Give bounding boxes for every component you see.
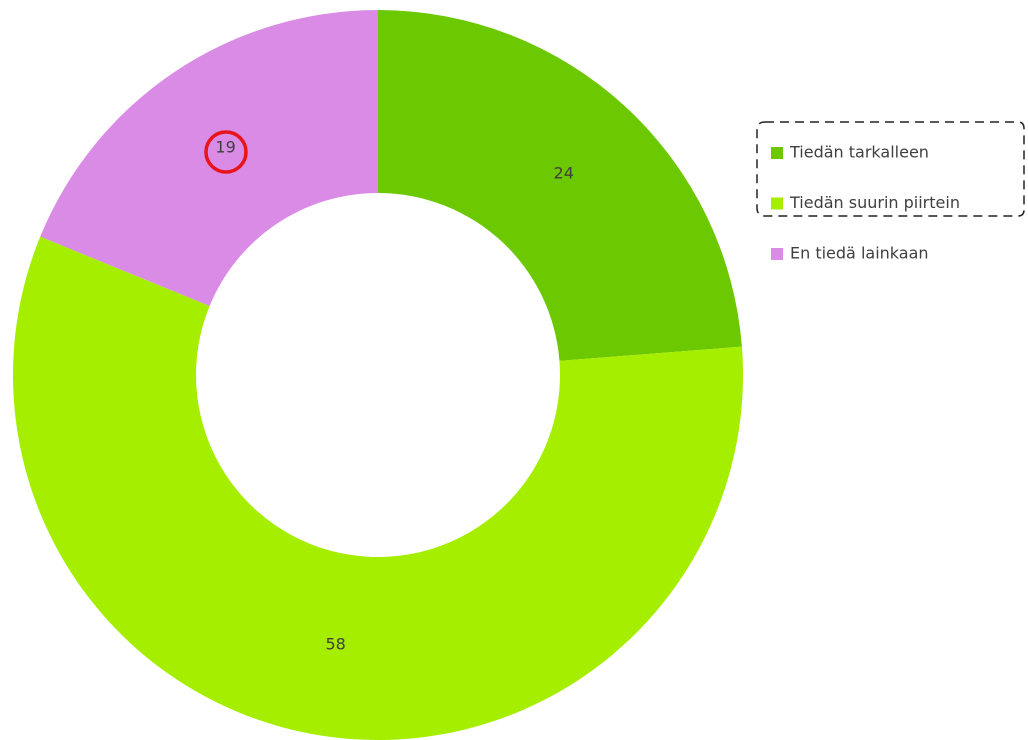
data-label: 19: [215, 137, 235, 156]
legend-swatch: [771, 248, 783, 260]
legend-label: Tiedän tarkalleen: [789, 143, 929, 162]
slice: [13, 236, 743, 740]
legend-label: Tiedän suurin piirtein: [789, 193, 960, 212]
legend-swatch: [771, 147, 783, 159]
highlight-box: [756, 121, 1025, 217]
legend-label: En tiedä lainkaan: [790, 244, 929, 263]
legend-swatch: [771, 197, 783, 210]
data-label: 58: [325, 635, 345, 654]
slice: [378, 10, 742, 361]
slices: [13, 10, 743, 740]
slice: [40, 10, 378, 307]
data-label: 24: [554, 164, 574, 183]
legend: Tiedän tarkalleen Tiedän suurin piirtein E…: [771, 143, 960, 263]
labels: 24 58 19: [215, 137, 573, 653]
highlight-circle: [204, 130, 248, 174]
